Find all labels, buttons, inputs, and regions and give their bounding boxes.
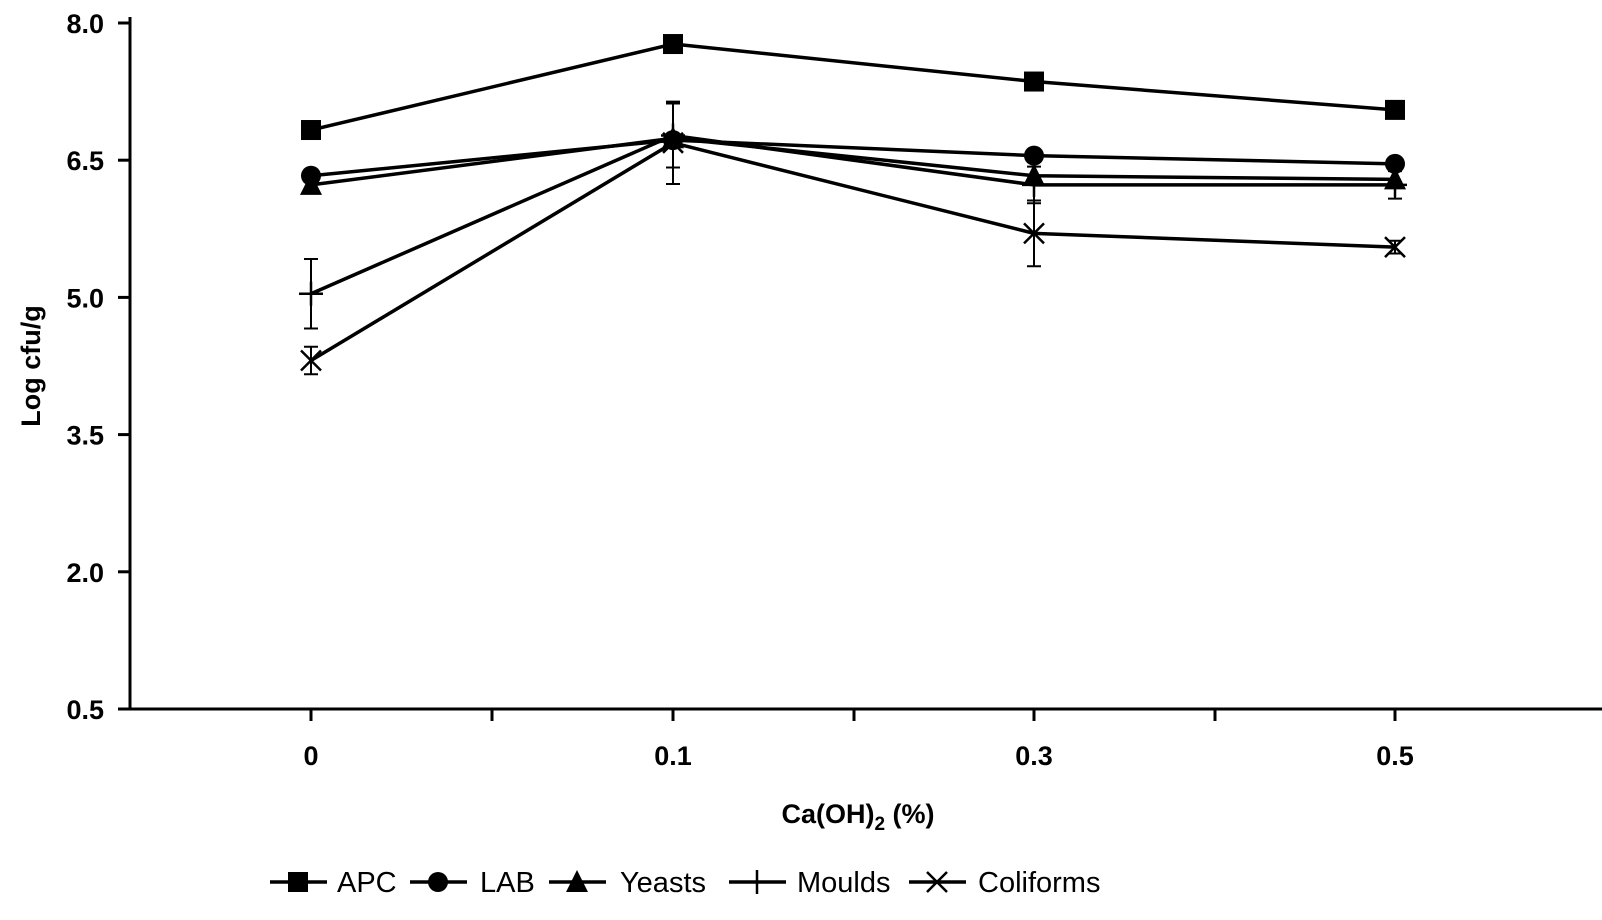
legend-label: APC — [337, 867, 397, 899]
legend-item-moulds: Moulds — [729, 867, 891, 899]
series-line — [310, 138, 1396, 178]
data-point-square-marker — [1024, 71, 1044, 92]
data-point-circle-marker — [428, 872, 448, 892]
y-tick-label: 5.0 — [66, 283, 104, 313]
data-point-square-marker — [301, 120, 321, 141]
data-point-x-marker — [926, 871, 948, 893]
series-moulds — [299, 102, 1407, 330]
x-tick-label: 0.5 — [1376, 741, 1414, 771]
x-tick-label: 0.3 — [1015, 741, 1053, 771]
y-tick-label: 3.5 — [66, 421, 104, 451]
data-point-circle-marker — [1385, 153, 1405, 174]
data-point-square-marker — [288, 872, 308, 892]
data-point-square-marker — [1385, 99, 1405, 120]
series-line — [310, 133, 1395, 296]
y-axis-title: Log cfu/g — [16, 305, 46, 426]
data-point-circle-marker — [1024, 145, 1044, 166]
legend-item-lab: LAB — [410, 867, 535, 899]
data-point-plus-marker — [299, 281, 323, 306]
series-layer — [299, 34, 1407, 376]
legend-label: Coliforms — [978, 867, 1100, 899]
axes — [118, 17, 1602, 721]
x-axis-title: Ca(OH)2 (%) — [781, 799, 934, 835]
x-tick-label: 0 — [303, 741, 318, 771]
y-tick-label: 6.5 — [66, 146, 104, 176]
series-coliforms — [300, 100, 1406, 376]
x-axis-title-main: Ca(OH) — [781, 799, 874, 829]
data-point-x-marker — [662, 131, 684, 154]
legend-label: Moulds — [797, 867, 891, 899]
data-point-plus-marker — [1022, 172, 1046, 197]
legend-item-apc: APC — [270, 867, 397, 899]
x-axis-title-subscript: 2 — [874, 814, 885, 835]
y-tick-label: 2.0 — [66, 558, 104, 588]
data-point-x-marker — [300, 349, 322, 372]
legend: APC LAB Yeasts Moulds Coliforms — [270, 867, 1100, 899]
legend-item-coliforms: Coliforms — [909, 867, 1100, 899]
data-point-triangle-marker — [566, 870, 588, 892]
data-point-plus-marker — [745, 870, 769, 894]
legend-item-yeasts: Yeasts — [549, 867, 706, 899]
data-point-square-marker — [663, 34, 683, 55]
series-line — [310, 136, 1396, 187]
y-tick-label: 0.5 — [66, 695, 104, 725]
data-point-triangle-marker — [300, 172, 322, 195]
x-tick-label: 0.1 — [654, 741, 692, 771]
legend-label: Yeasts — [620, 867, 706, 899]
series-line — [310, 42, 1396, 132]
labels-layer: 8.0 6.5 5.0 3.5 2.0 0.5 0 0.1 0.3 0.5 Ca(OH)2 (%) L… — [16, 9, 1414, 835]
x-axis-title-suffix: (%) — [885, 799, 935, 829]
data-point-plus-marker — [1383, 172, 1407, 197]
series-line — [310, 141, 1396, 363]
series-apc — [301, 34, 1405, 141]
data-point-x-marker — [1023, 222, 1045, 245]
y-tick-label: 8.0 — [66, 9, 104, 39]
data-point-x-marker — [1384, 236, 1406, 258]
legend-label: LAB — [480, 867, 535, 899]
